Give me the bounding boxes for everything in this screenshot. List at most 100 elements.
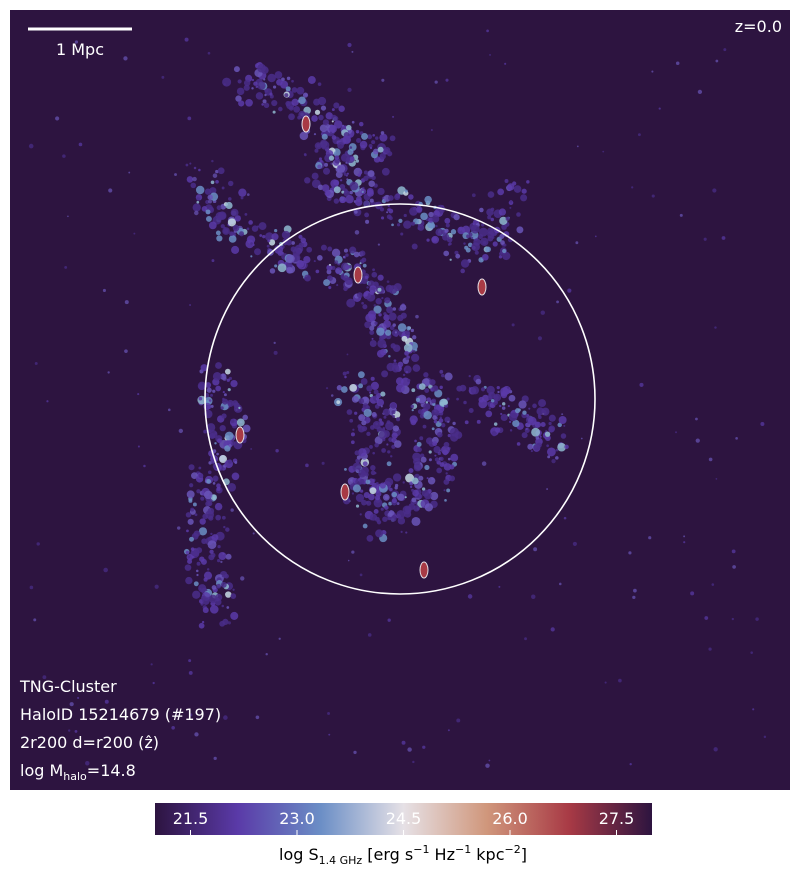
emission-blob [219, 455, 228, 463]
emission-blob [337, 141, 344, 149]
emission-blob [208, 221, 217, 230]
emission-speck [77, 696, 80, 700]
emission-blob [413, 457, 421, 466]
emission-speck [401, 740, 406, 745]
emission-blob [206, 568, 210, 571]
emission-blob [363, 175, 369, 182]
emission-blob [444, 372, 453, 381]
emission-blob [522, 410, 527, 415]
emission-speck [679, 213, 683, 217]
emission-blob [502, 251, 511, 261]
emission-blob [366, 187, 374, 195]
emission-blob [468, 408, 474, 414]
emission-speck [561, 413, 564, 416]
emission-speck [36, 542, 40, 546]
emission-blob [376, 520, 382, 525]
emission-speck [176, 526, 181, 530]
emission-blob [349, 190, 353, 195]
emission-blob [215, 179, 219, 184]
emission-blob [388, 195, 394, 201]
emission-blob [227, 459, 233, 464]
emission-speck [212, 173, 218, 178]
emission-blob [361, 191, 364, 194]
emission-blob [382, 516, 388, 522]
emission-speck [714, 326, 717, 329]
emission-blob [411, 408, 414, 412]
emission-blob [243, 79, 251, 87]
emission-blob [521, 188, 527, 194]
emission-blob [396, 502, 400, 505]
emission-blob [441, 373, 445, 378]
emission-speck [750, 651, 753, 654]
emission-blob [501, 224, 507, 230]
emission-blob [370, 376, 375, 381]
emission-blob [507, 183, 515, 191]
emission-blob [367, 134, 373, 140]
emission-speck [602, 150, 605, 153]
emission-blob [420, 212, 428, 221]
emission-blob [331, 120, 334, 123]
emission-speck [731, 549, 736, 554]
emission-speck [252, 532, 255, 535]
emission-blob [381, 167, 390, 176]
emission-blob [215, 514, 222, 521]
emission-blob [386, 214, 392, 220]
emission-blob [336, 400, 341, 405]
emission-blob [444, 228, 449, 233]
emission-speck [305, 463, 309, 468]
emission-speck [351, 550, 355, 554]
emission-blob [404, 506, 411, 513]
emission-blob [501, 406, 506, 410]
emission-blob [537, 414, 541, 417]
emission-speck [353, 750, 357, 755]
emission-speck [559, 582, 562, 586]
emission-blob [437, 431, 443, 438]
emission-speck [167, 408, 171, 412]
emission-blob [298, 234, 303, 239]
emission-blob [242, 414, 249, 421]
emission-blob [479, 207, 484, 213]
cb-label-a: log S [279, 845, 319, 864]
emission-blob [281, 77, 285, 82]
emission-speck [152, 681, 155, 685]
emission-blob [502, 248, 507, 254]
emission-blob [346, 409, 353, 415]
emission-blob [412, 489, 419, 497]
emission-blob [361, 301, 364, 305]
emission-blob [216, 583, 221, 589]
emission-blob [189, 483, 194, 488]
emission-blob [446, 397, 450, 401]
emission-speck [347, 42, 352, 48]
emission-blob [331, 108, 335, 112]
emission-speck [278, 637, 281, 640]
emission-blob [490, 398, 495, 403]
emission-blob [226, 378, 230, 382]
emission-blob [257, 63, 266, 73]
emission-blob [373, 305, 382, 314]
emission-blob [193, 581, 199, 587]
emission-blob [531, 427, 541, 437]
emission-blob [220, 581, 227, 588]
emission-speck [161, 75, 165, 79]
emission-speck [128, 171, 131, 174]
emission-speck [439, 369, 444, 374]
emission-blob [346, 172, 349, 175]
emission-blob [372, 148, 379, 155]
emission-speck [711, 583, 715, 586]
emission-blob [230, 208, 239, 217]
emission-blob [195, 185, 205, 195]
emission-blob [560, 433, 567, 439]
emission-blob [404, 330, 410, 336]
emission-blob [217, 167, 225, 175]
colorbar-tick-label: 26.0 [492, 809, 528, 828]
emission-blob [228, 197, 232, 201]
emission-blob [265, 232, 274, 241]
emission-blob [436, 467, 443, 474]
emission-blob [195, 569, 199, 573]
emission-speck [62, 154, 66, 158]
emission-blob [322, 140, 327, 145]
emission-blob [242, 424, 251, 433]
emission-blob [192, 502, 197, 507]
emission-blob [369, 444, 373, 449]
emission-blob [532, 403, 537, 409]
